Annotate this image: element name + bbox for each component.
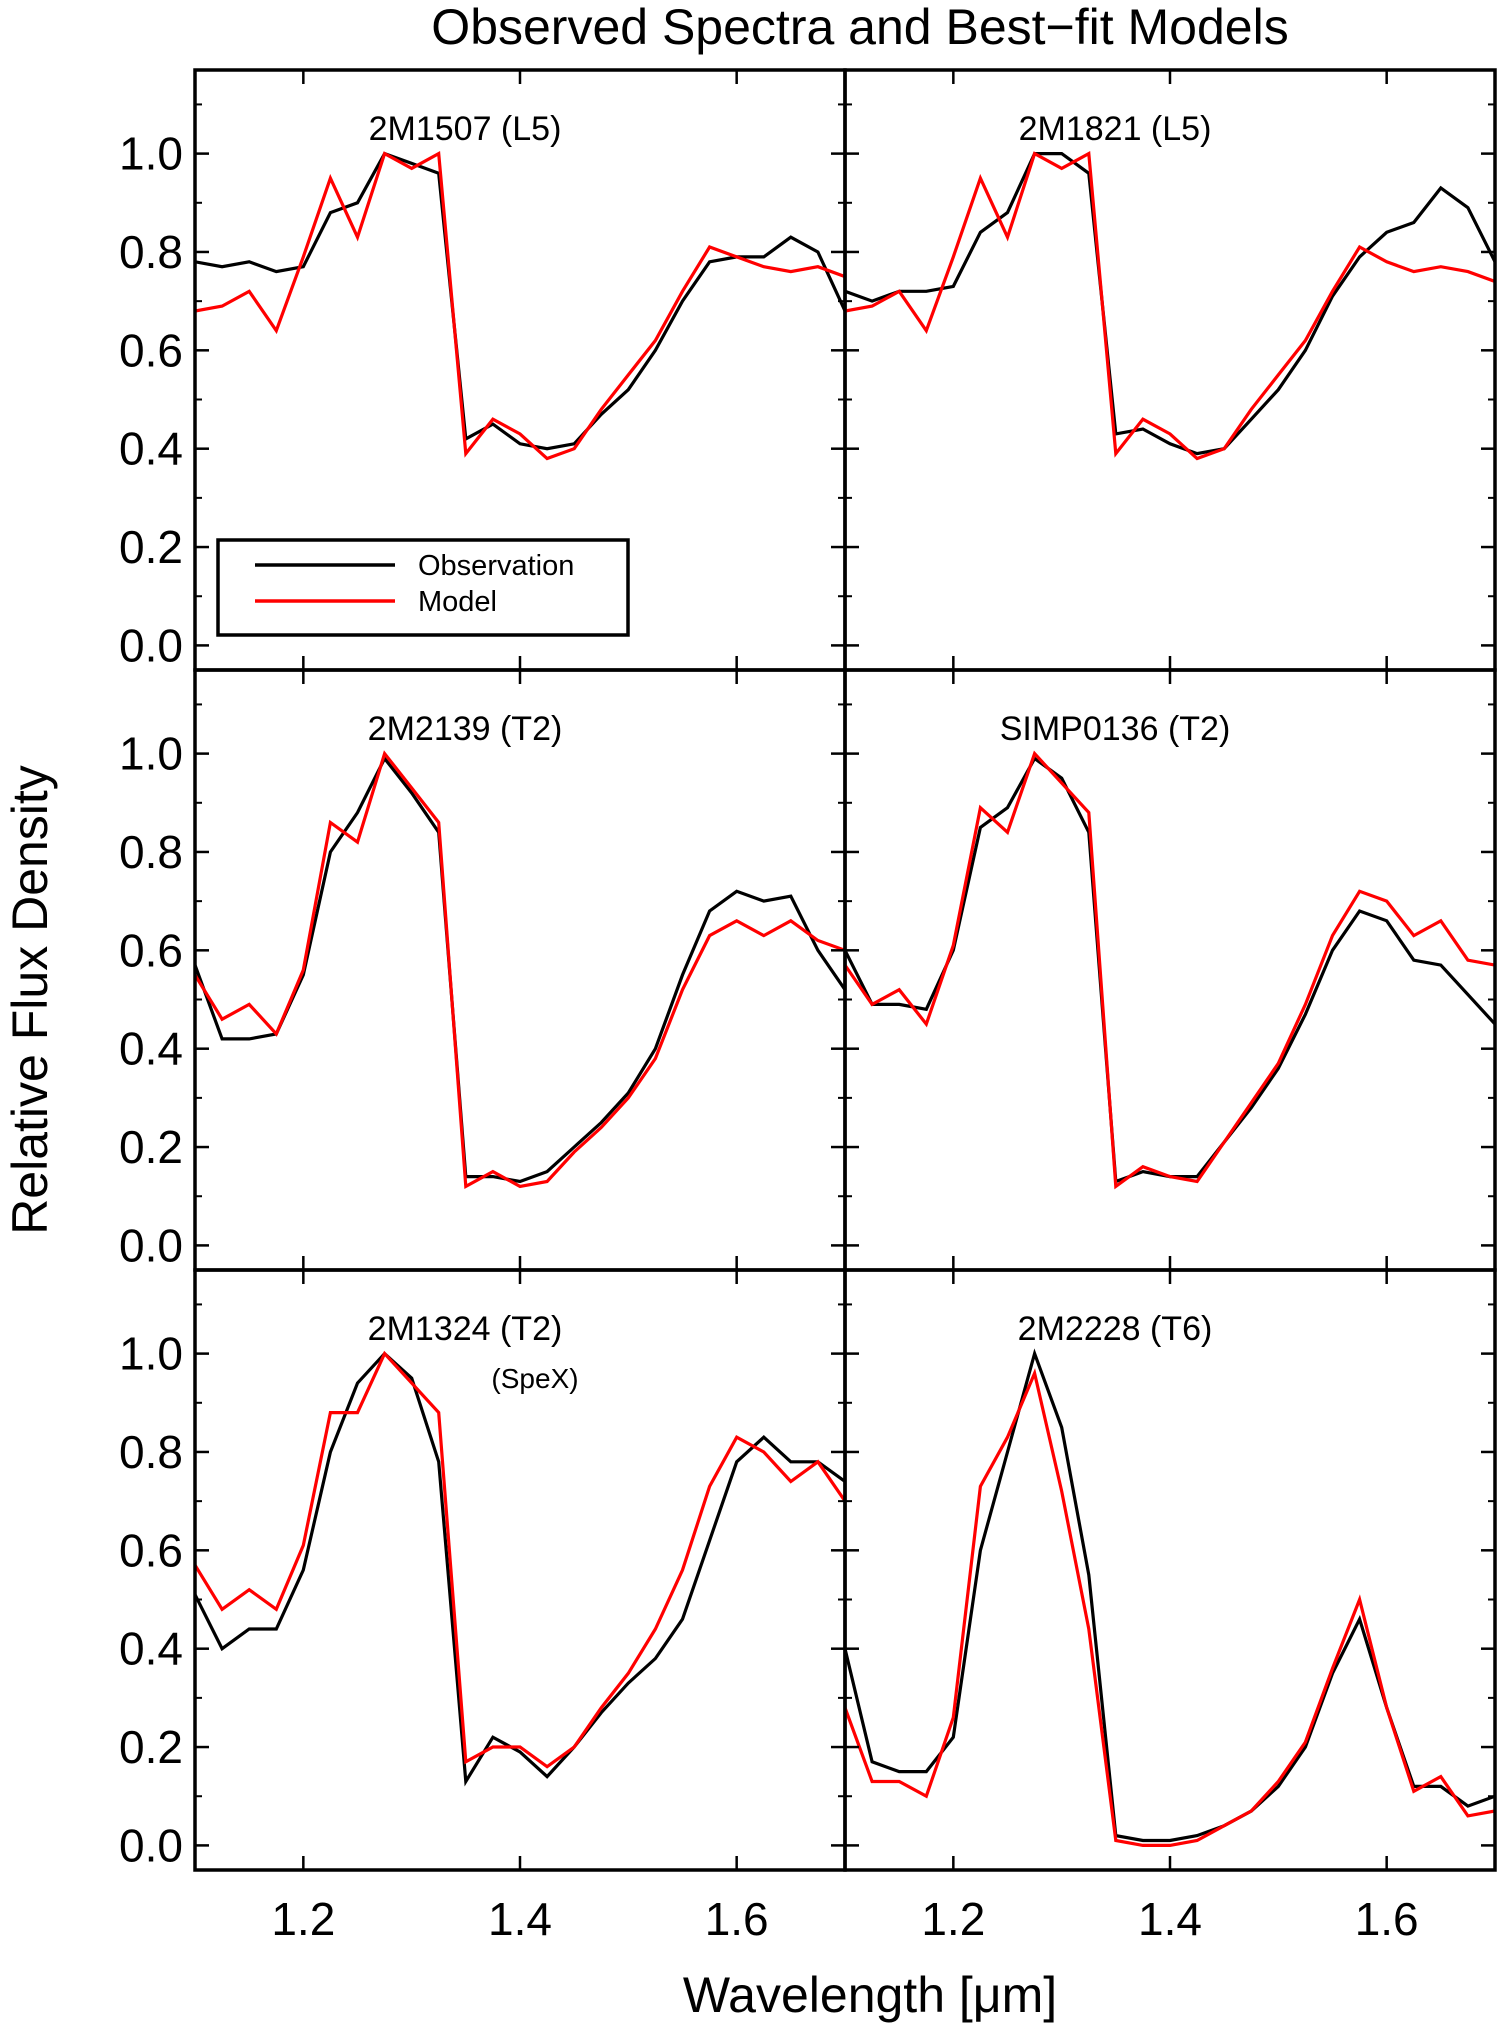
y-tick-label: 0.2 — [119, 1121, 183, 1173]
legend-label: Model — [418, 586, 497, 618]
legend-box — [216, 538, 630, 637]
panel-label: 2M1821 (L5) — [1019, 110, 1212, 148]
model-line — [195, 750, 845, 1189]
panel-3: 0.0 0.2 0.4 0.6 0.8 1.0 2M2139 (T2) — [119, 668, 847, 1272]
panel-label: 2M1507 (L5) — [369, 110, 562, 148]
y-tick-label: 0.8 — [119, 826, 183, 878]
panel-frame — [843, 68, 1497, 672]
y-tick-label: 0.6 — [119, 924, 183, 976]
y-tick-label: 0.4 — [119, 1023, 183, 1075]
observation-line — [845, 1348, 1495, 1843]
legend-label: Observation — [418, 550, 574, 582]
panel-frame — [843, 1268, 1497, 1872]
chart-title: Observed Spectra and Best−fit Models — [431, 0, 1288, 55]
model-line — [195, 151, 845, 461]
panel-series — [195, 750, 845, 1189]
y-axis-label: Relative Flux Density — [2, 765, 58, 1235]
x-tick-label: 1.6 — [705, 1893, 769, 1945]
panel-label: SIMP0136 (T2) — [1000, 710, 1231, 748]
x-axis-label: Wavelength [μm] — [683, 1967, 1057, 2023]
legend: Observation Model — [216, 538, 630, 637]
y-tick-label: 0.0 — [119, 619, 183, 671]
model-line — [195, 1350, 845, 1769]
y-tick-label: 0.2 — [119, 521, 183, 573]
x-tick-label: 1.6 — [1355, 1893, 1419, 1945]
x-tick-labels: 1.2 1.4 1.6 1.2 1.4 1.6 — [271, 1893, 1418, 1945]
panel-frame — [843, 668, 1497, 1272]
panel-series — [195, 1350, 845, 1787]
y-tick-label: 0.0 — [119, 1819, 183, 1871]
model-line — [845, 750, 1495, 1190]
panel-4: SIMP0136 (T2) — [843, 668, 1497, 1272]
panel-sublabel: (SpeX) — [491, 1363, 578, 1394]
observation-line — [195, 1351, 845, 1787]
panel-series — [845, 151, 1495, 461]
panel-label: 2M1324 (T2) — [368, 1310, 563, 1348]
observation-line — [195, 151, 845, 451]
x-tick-label: 1.2 — [271, 1893, 335, 1945]
observation-line — [195, 755, 845, 1184]
panels-group: 0.0 0.2 0.4 0.6 0.8 1.0 2M1507 (L5) Observation… — [119, 68, 1497, 1872]
panel-label: 2M2228 (T6) — [1018, 1310, 1213, 1348]
y-tick-label: 0.6 — [119, 1524, 183, 1576]
y-tick-label: 1.0 — [119, 728, 183, 780]
panel-1: 0.0 0.2 0.4 0.6 0.8 1.0 2M1507 (L5) Observation… — [119, 68, 847, 672]
y-tick-label: 0.2 — [119, 1721, 183, 1773]
panel-series — [845, 1348, 1495, 1848]
x-tick-label: 1.4 — [1138, 1893, 1202, 1945]
y-tick-label: 0.4 — [119, 1623, 183, 1675]
model-line — [845, 151, 1495, 461]
x-tick-label: 1.2 — [921, 1893, 985, 1945]
y-tick-label: 0.6 — [119, 324, 183, 376]
panel-series — [195, 151, 845, 461]
panel-6: 2M2228 (T6) — [843, 1268, 1497, 1872]
y-tick-label: 0.4 — [119, 423, 183, 475]
y-tick-label: 1.0 — [119, 128, 183, 180]
y-tick-label: 0.8 — [119, 1426, 183, 1478]
panel-2: 2M1821 (L5) — [843, 68, 1497, 672]
observation-line — [845, 756, 1495, 1184]
model-line — [845, 1368, 1495, 1848]
x-tick-label: 1.4 — [488, 1893, 552, 1945]
panel-label: 2M2139 (T2) — [368, 710, 563, 748]
y-tick-label: 1.0 — [119, 1328, 183, 1380]
panel-series — [845, 750, 1495, 1190]
y-tick-label: 0.0 — [119, 1219, 183, 1271]
observation-line — [845, 152, 1495, 456]
y-tick-label: 0.8 — [119, 226, 183, 278]
panel-5: 0.0 0.2 0.4 0.6 0.8 1.0 2M1324 (T2) (SpeX) — [119, 1268, 847, 1872]
